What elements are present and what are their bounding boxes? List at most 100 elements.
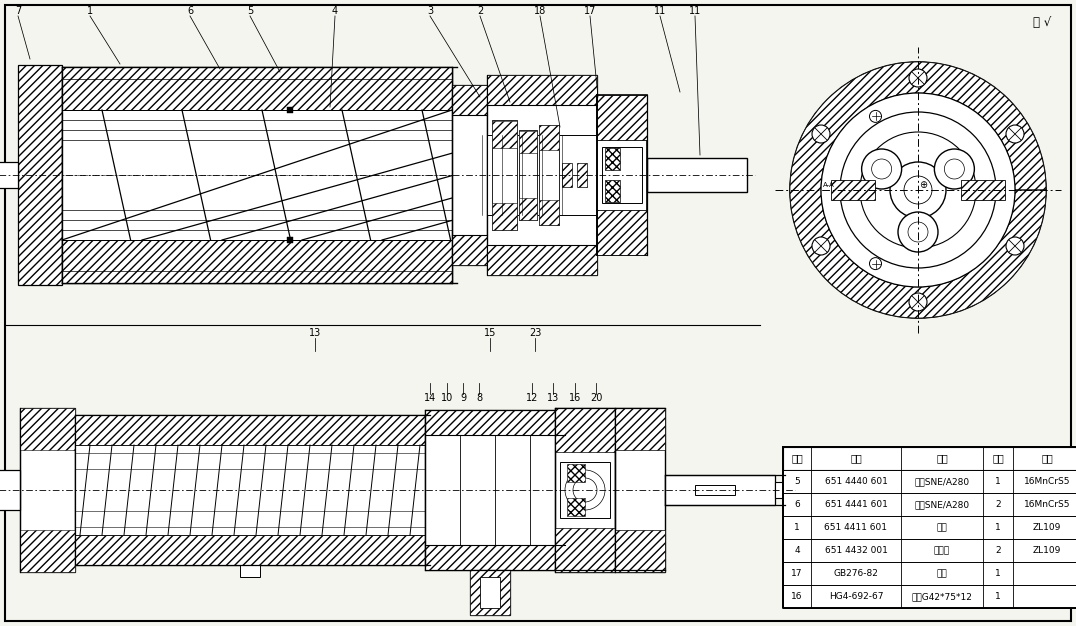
Ellipse shape	[893, 247, 943, 269]
Bar	[425, 410, 555, 570]
Bar	[775, 482, 793, 498]
Bar	[647, 158, 747, 192]
Bar	[487, 245, 597, 275]
Text: 14: 14	[424, 393, 436, 403]
Bar	[665, 475, 775, 505]
Text: GB276-82: GB276-82	[834, 569, 878, 578]
Bar	[597, 95, 647, 140]
Text: 從桿SNE/A280: 從桿SNE/A280	[915, 500, 969, 509]
Bar	[519, 131, 537, 153]
Bar	[605, 148, 620, 170]
Bar	[555, 528, 615, 572]
Circle shape	[840, 112, 996, 268]
Text: 件数: 件数	[992, 453, 1004, 463]
Bar	[62, 67, 452, 283]
Circle shape	[862, 149, 902, 189]
Text: 9: 9	[459, 393, 466, 403]
Text: 16MnCrS5: 16MnCrS5	[1023, 500, 1071, 509]
Text: A-A: A-A	[823, 182, 835, 188]
Bar	[75, 415, 425, 565]
Bar	[20, 530, 75, 572]
Bar	[452, 85, 487, 265]
Text: ZL109: ZL109	[1033, 523, 1061, 532]
Text: 11: 11	[654, 6, 666, 16]
Bar	[560, 462, 610, 518]
Text: 651 4440 601: 651 4440 601	[824, 477, 888, 486]
Text: 10: 10	[441, 393, 453, 403]
Bar	[287, 237, 293, 243]
Text: 名称: 名称	[936, 453, 948, 463]
Bar	[75, 415, 425, 445]
Text: 16MnCrS5: 16MnCrS5	[1023, 477, 1071, 486]
Bar	[783, 539, 1076, 562]
Circle shape	[812, 125, 830, 143]
Bar	[425, 545, 555, 570]
Bar	[601, 147, 642, 203]
Text: 主桿SNE/A280: 主桿SNE/A280	[915, 477, 969, 486]
Circle shape	[945, 159, 964, 179]
Bar	[62, 110, 452, 240]
Circle shape	[872, 159, 892, 179]
Bar	[783, 447, 1076, 470]
Bar	[0, 162, 18, 188]
Bar	[555, 408, 615, 572]
Circle shape	[860, 132, 976, 248]
Bar	[783, 470, 1076, 493]
Circle shape	[790, 62, 1046, 318]
Bar	[470, 570, 510, 615]
Ellipse shape	[893, 111, 943, 133]
Bar	[425, 435, 555, 545]
Bar	[567, 498, 585, 516]
Text: 16: 16	[569, 393, 581, 403]
Circle shape	[1006, 237, 1024, 255]
Bar	[62, 67, 452, 110]
Bar	[783, 562, 1076, 585]
Circle shape	[909, 69, 928, 87]
Text: 20: 20	[590, 393, 603, 403]
Circle shape	[909, 293, 928, 311]
Text: 17: 17	[791, 569, 803, 578]
Bar	[539, 125, 560, 150]
Circle shape	[821, 93, 1015, 287]
Text: 軸承: 軸承	[936, 569, 947, 578]
Text: 16: 16	[791, 592, 803, 601]
Text: 1: 1	[995, 477, 1001, 486]
Text: 1: 1	[87, 6, 93, 16]
Text: 1: 1	[995, 523, 1001, 532]
Bar	[615, 408, 665, 572]
Text: 23: 23	[528, 328, 541, 338]
Bar	[487, 75, 597, 105]
Bar	[615, 408, 665, 450]
Bar	[20, 408, 75, 572]
Bar	[492, 120, 516, 230]
Text: 6: 6	[794, 500, 799, 509]
Text: 1: 1	[995, 592, 1001, 601]
Text: 13: 13	[547, 393, 560, 403]
Bar	[492, 203, 516, 230]
Text: 2: 2	[995, 546, 1001, 555]
Circle shape	[904, 176, 932, 204]
Text: 4: 4	[794, 546, 799, 555]
Bar	[240, 565, 260, 577]
Circle shape	[890, 162, 946, 218]
Bar	[783, 447, 1076, 608]
Text: 11: 11	[689, 6, 702, 16]
Bar	[492, 121, 516, 148]
Bar	[452, 235, 487, 265]
Text: 1: 1	[794, 523, 799, 532]
Bar	[783, 585, 1076, 608]
Bar	[20, 408, 75, 450]
Bar	[425, 410, 555, 435]
Text: 3: 3	[427, 6, 433, 16]
Bar	[18, 65, 62, 285]
Bar	[62, 240, 452, 283]
Bar	[961, 180, 1005, 200]
Bar	[555, 408, 615, 452]
Text: 5: 5	[794, 477, 799, 486]
Circle shape	[574, 478, 597, 502]
Text: 衬套: 衬套	[936, 523, 947, 532]
Text: 13: 13	[309, 328, 321, 338]
Text: 651 4411 601: 651 4411 601	[824, 523, 888, 532]
Text: 材料: 材料	[1042, 453, 1053, 463]
Circle shape	[869, 258, 881, 270]
